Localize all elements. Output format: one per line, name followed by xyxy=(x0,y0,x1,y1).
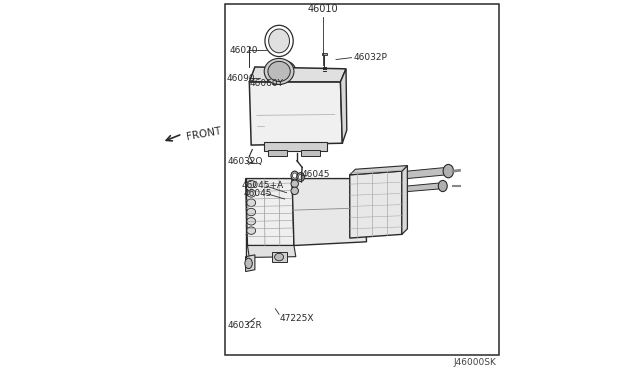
Ellipse shape xyxy=(291,171,298,180)
Polygon shape xyxy=(408,183,439,192)
Ellipse shape xyxy=(275,253,284,261)
Text: 46045+A: 46045+A xyxy=(242,182,284,190)
Text: 46060Y: 46060Y xyxy=(250,79,284,88)
Polygon shape xyxy=(340,69,347,143)
Polygon shape xyxy=(402,166,408,234)
Ellipse shape xyxy=(269,29,289,53)
Text: 46010: 46010 xyxy=(308,4,339,14)
Polygon shape xyxy=(349,166,408,175)
Text: 46045: 46045 xyxy=(301,170,330,179)
Text: 47225X: 47225X xyxy=(279,314,314,323)
Ellipse shape xyxy=(268,61,291,81)
Ellipse shape xyxy=(280,67,289,76)
Text: 46090: 46090 xyxy=(227,74,255,83)
Ellipse shape xyxy=(246,190,255,197)
Ellipse shape xyxy=(438,180,447,192)
Polygon shape xyxy=(408,167,447,179)
Polygon shape xyxy=(292,179,367,246)
Polygon shape xyxy=(250,67,346,82)
Ellipse shape xyxy=(246,218,255,225)
Polygon shape xyxy=(250,82,342,145)
Ellipse shape xyxy=(273,61,296,82)
Bar xyxy=(301,150,320,156)
Ellipse shape xyxy=(265,25,293,57)
Bar xyxy=(225,4,499,355)
Ellipse shape xyxy=(298,174,303,180)
Text: FRONT: FRONT xyxy=(186,126,223,142)
Polygon shape xyxy=(246,255,255,272)
Ellipse shape xyxy=(291,180,298,187)
Text: 46045: 46045 xyxy=(244,189,272,198)
Text: 46020: 46020 xyxy=(230,46,259,55)
Ellipse shape xyxy=(292,173,297,178)
Bar xyxy=(322,53,327,55)
Ellipse shape xyxy=(246,180,255,188)
Ellipse shape xyxy=(264,58,294,84)
Ellipse shape xyxy=(246,199,255,206)
Ellipse shape xyxy=(297,173,305,182)
Ellipse shape xyxy=(276,64,293,79)
Bar xyxy=(268,150,287,156)
Polygon shape xyxy=(248,246,296,257)
Polygon shape xyxy=(246,179,294,246)
Text: 46032P: 46032P xyxy=(353,53,387,62)
Text: 46032Q: 46032Q xyxy=(228,157,263,166)
Polygon shape xyxy=(349,171,402,238)
Bar xyxy=(264,142,328,151)
Ellipse shape xyxy=(246,227,255,234)
Ellipse shape xyxy=(245,258,252,269)
Text: J46000SK: J46000SK xyxy=(454,358,497,367)
Ellipse shape xyxy=(246,208,255,216)
Ellipse shape xyxy=(291,187,298,195)
Text: 46032R: 46032R xyxy=(228,321,262,330)
Ellipse shape xyxy=(443,164,454,178)
Bar xyxy=(271,252,287,262)
